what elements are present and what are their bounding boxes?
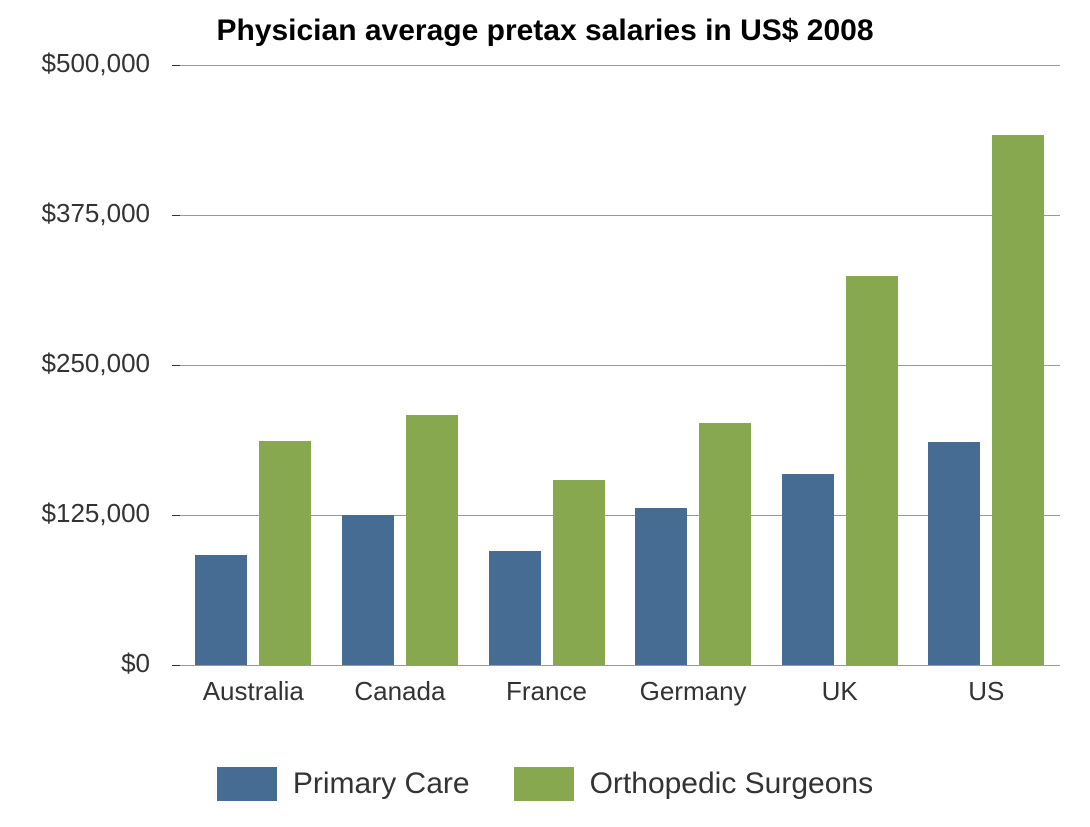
bar	[553, 480, 605, 665]
bar	[699, 423, 751, 665]
legend: Primary Care Orthopedic Surgeons	[0, 767, 1090, 801]
legend-swatch-orthopedic	[514, 767, 574, 801]
x-axis-tick-label: US	[913, 676, 1060, 707]
gridline	[180, 365, 1060, 366]
y-tick	[172, 665, 180, 666]
bar	[259, 441, 311, 665]
y-tick	[172, 515, 180, 516]
bar	[195, 555, 247, 665]
bar	[406, 415, 458, 665]
y-axis-tick-label: $250,000	[10, 348, 150, 379]
legend-item-primary-care: Primary Care	[217, 767, 470, 801]
y-axis-tick-label: $0	[10, 648, 150, 679]
bar	[635, 508, 687, 665]
x-axis-tick-label: Canada	[327, 676, 474, 707]
bar	[342, 515, 394, 665]
plot-area	[180, 65, 1060, 665]
gridline	[180, 65, 1060, 66]
chart-title: Physician average pretax salaries in US$…	[0, 14, 1090, 48]
y-tick	[172, 365, 180, 366]
legend-label-primary-care: Primary Care	[293, 767, 470, 801]
legend-item-orthopedic: Orthopedic Surgeons	[514, 767, 874, 801]
x-axis-tick-label: France	[473, 676, 620, 707]
x-axis-tick-label: Australia	[180, 676, 327, 707]
bar	[489, 551, 541, 665]
gridline	[180, 665, 1060, 666]
gridline	[180, 215, 1060, 216]
y-axis-tick-label: $500,000	[10, 48, 150, 79]
bar	[992, 135, 1044, 665]
y-axis-tick-label: $125,000	[10, 498, 150, 529]
bar	[782, 474, 834, 665]
chart-container: Physician average pretax salaries in US$…	[0, 0, 1090, 827]
x-axis-tick-label: UK	[766, 676, 913, 707]
y-tick	[172, 65, 180, 66]
y-axis-tick-label: $375,000	[10, 198, 150, 229]
bar	[928, 442, 980, 665]
legend-label-orthopedic: Orthopedic Surgeons	[590, 767, 874, 801]
bar	[846, 276, 898, 665]
x-axis-tick-label: Germany	[620, 676, 767, 707]
y-tick	[172, 215, 180, 216]
legend-swatch-primary-care	[217, 767, 277, 801]
